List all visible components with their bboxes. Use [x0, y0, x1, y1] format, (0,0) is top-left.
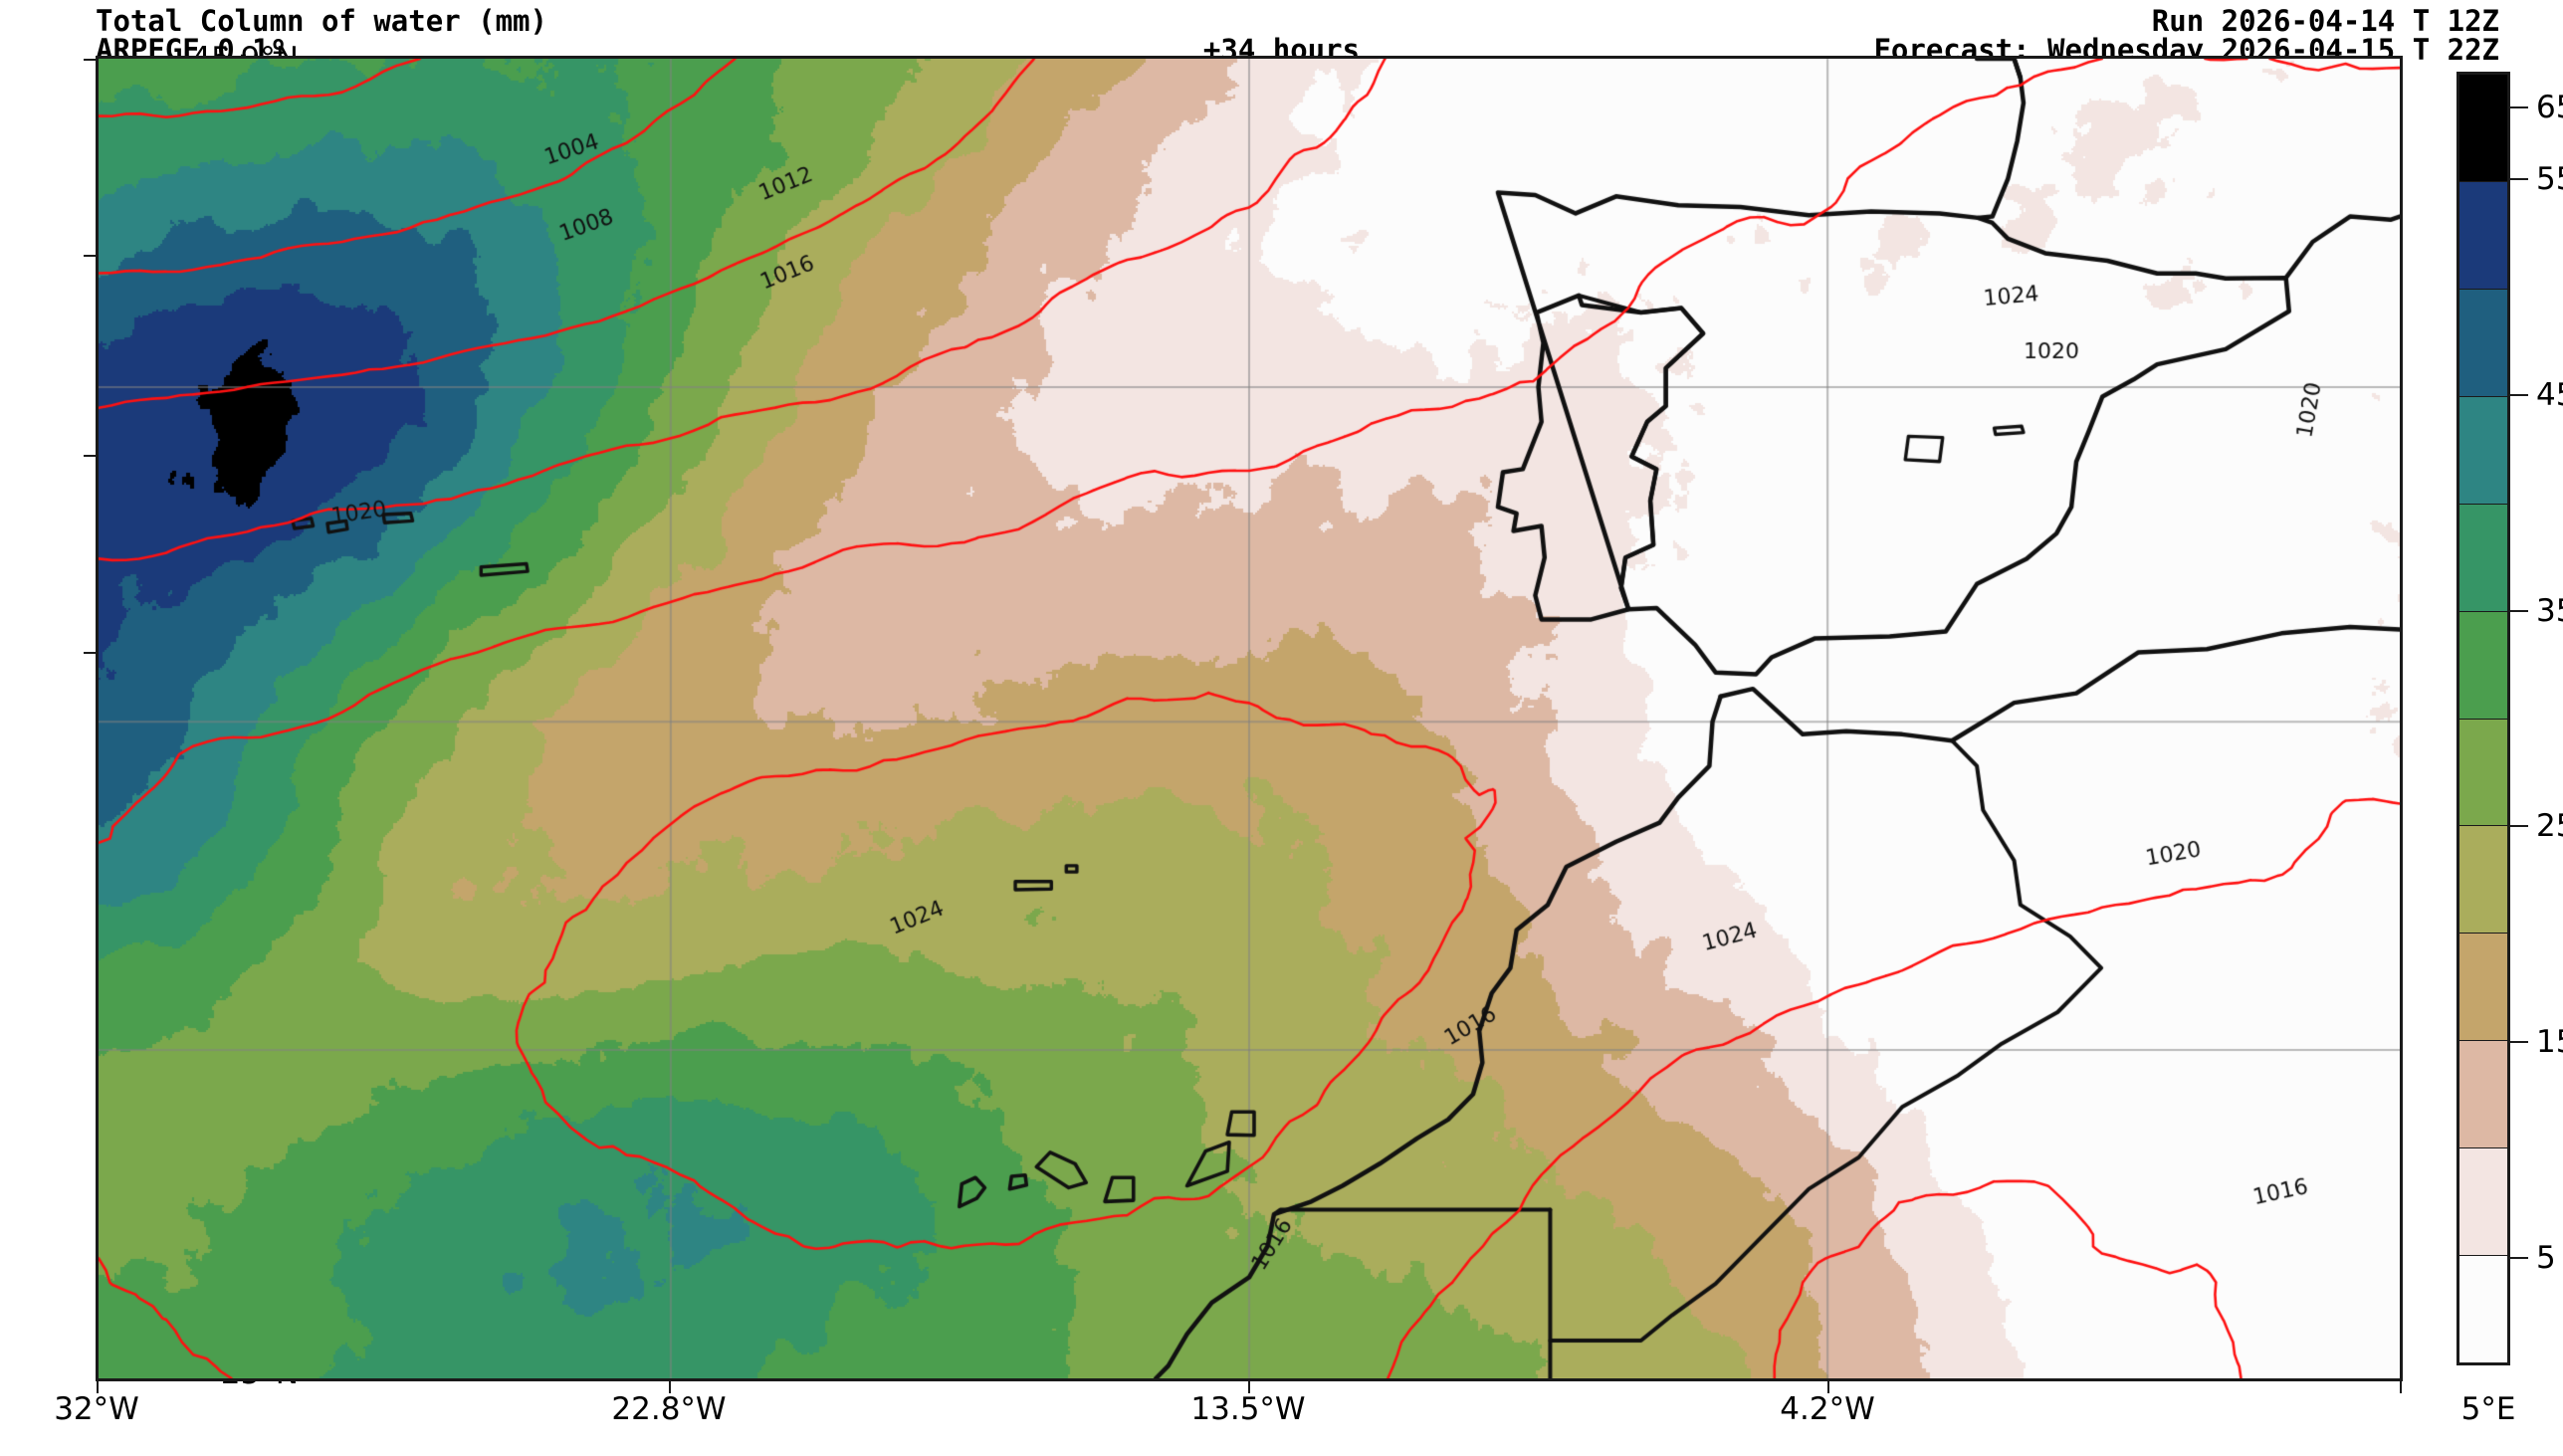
y-tickmark-1	[84, 255, 96, 257]
x-tickmark-4	[2400, 1381, 2402, 1393]
x-tickmark-0	[97, 1381, 99, 1393]
header-row-top: Total Column of water (mm) Run 2026-04-1…	[0, 4, 2563, 38]
chart-title: Total Column of water (mm)	[96, 4, 547, 38]
colorbar[interactable]: 5 15 25 35 45 55 65	[2456, 72, 2563, 1365]
colorbar-band-2	[2459, 288, 2507, 396]
colorbar-ticklabel-3: 35	[2536, 592, 2563, 629]
map-plot-area[interactable]	[96, 56, 2403, 1381]
y-tickmark-0	[84, 59, 96, 61]
colorbar-band-8	[2459, 933, 2507, 1041]
colorbar-band-4	[2459, 503, 2507, 611]
colorbar-band-5	[2459, 610, 2507, 719]
x-tickmark-3	[1827, 1381, 1829, 1393]
x-ticklabel-1: 22.8°W	[611, 1391, 727, 1427]
x-tickmark-2	[1248, 1381, 1250, 1393]
colorbar-tickmark-1	[2510, 1041, 2528, 1043]
colorbar-ticklabel-0: 5	[2536, 1239, 2556, 1276]
colorbar-ticklabel-6: 65	[2536, 90, 2563, 126]
colorbar-gradient	[2456, 72, 2510, 1365]
colorbar-tickmark-4	[2510, 394, 2528, 396]
chart-header: Total Column of water (mm) Run 2026-04-1…	[0, 0, 2563, 67]
colorbar-tickmark-6	[2510, 106, 2528, 109]
x-ticklabel-4: 5°E	[2460, 1391, 2516, 1427]
colorbar-band-1	[2459, 180, 2507, 289]
colorbar-band-7	[2459, 825, 2507, 934]
colorbar-tickmark-2	[2510, 825, 2528, 828]
run-timestamp: Run 2026-04-14 T 12Z	[2151, 4, 2499, 38]
colorbar-ticklabel-1: 15	[2536, 1024, 2563, 1060]
x-ticklabel-0: 32°W	[54, 1391, 139, 1427]
colorbar-band-10	[2459, 1147, 2507, 1256]
weather-map-canvas[interactable]	[99, 59, 2400, 1378]
colorbar-band-6	[2459, 718, 2507, 826]
colorbar-ticklabel-5: 55	[2536, 161, 2563, 198]
x-ticklabel-2: 13.5°W	[1190, 1391, 1306, 1427]
y-tickmark-2	[84, 455, 96, 457]
colorbar-band-11	[2459, 1255, 2507, 1363]
x-ticklabel-3: 4.2°W	[1780, 1391, 1875, 1427]
colorbar-band-0	[2459, 75, 2507, 181]
x-tickmark-1	[669, 1381, 671, 1393]
colorbar-band-3	[2459, 395, 2507, 504]
y-tickmark-3	[84, 652, 96, 654]
colorbar-ticklabel-2: 25	[2536, 808, 2563, 845]
colorbar-band-9	[2459, 1040, 2507, 1148]
colorbar-tickmark-0	[2510, 1256, 2528, 1259]
colorbar-tickmark-3	[2510, 609, 2528, 612]
colorbar-ticklabel-4: 45	[2536, 377, 2563, 413]
colorbar-tickmark-5	[2510, 178, 2528, 181]
